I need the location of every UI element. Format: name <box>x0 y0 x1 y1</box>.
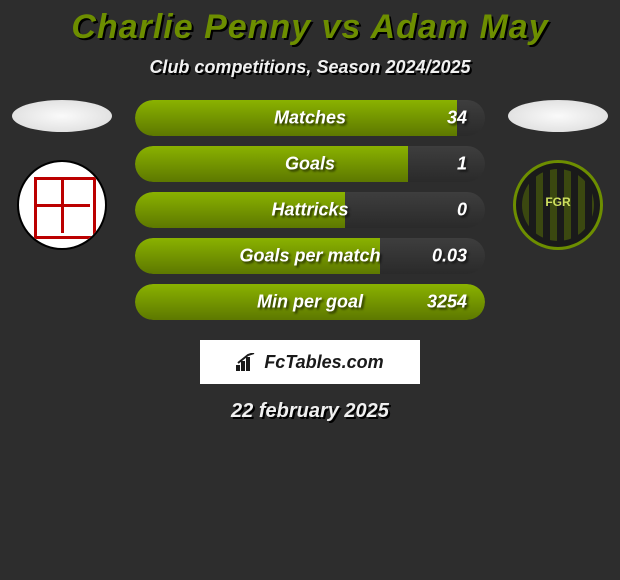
date-text: 22 february 2025 <box>0 400 620 423</box>
right-column <box>503 100 613 250</box>
stat-label: Goals <box>285 154 335 175</box>
player-photo-left <box>12 100 112 132</box>
stat-fill <box>135 146 408 182</box>
stat-label: Hattricks <box>271 200 348 221</box>
brand-text: FcTables.com <box>264 352 383 373</box>
stats-column: Matches 34 Goals 1 Hattricks 0 Goals per… <box>135 100 485 320</box>
stat-value: 1 <box>457 154 467 175</box>
stat-value: 0.03 <box>432 246 467 267</box>
left-column <box>7 100 117 250</box>
stat-value: 3254 <box>427 292 467 313</box>
chart-icon <box>236 353 258 371</box>
stat-value: 0 <box>457 200 467 221</box>
stat-row-goals: Goals 1 <box>135 146 485 182</box>
stat-row-matches: Matches 34 <box>135 100 485 136</box>
stat-row-hattricks: Hattricks 0 <box>135 192 485 228</box>
stat-label: Goals per match <box>239 246 380 267</box>
stat-value: 34 <box>447 108 467 129</box>
comparison-card: Charlie Penny vs Adam May Club competiti… <box>0 0 620 423</box>
stat-row-min-per-goal: Min per goal 3254 <box>135 284 485 320</box>
player-photo-right <box>508 100 608 132</box>
main-row: Matches 34 Goals 1 Hattricks 0 Goals per… <box>0 100 620 320</box>
stat-label: Matches <box>274 108 346 129</box>
club-logo-right <box>513 160 603 250</box>
stat-row-goals-per-match: Goals per match 0.03 <box>135 238 485 274</box>
stat-label: Min per goal <box>257 292 363 313</box>
club-logo-left <box>17 160 107 250</box>
subtitle: Club competitions, Season 2024/2025 <box>0 57 620 78</box>
brand-badge[interactable]: FcTables.com <box>200 340 420 384</box>
page-title: Charlie Penny vs Adam May <box>0 8 620 47</box>
